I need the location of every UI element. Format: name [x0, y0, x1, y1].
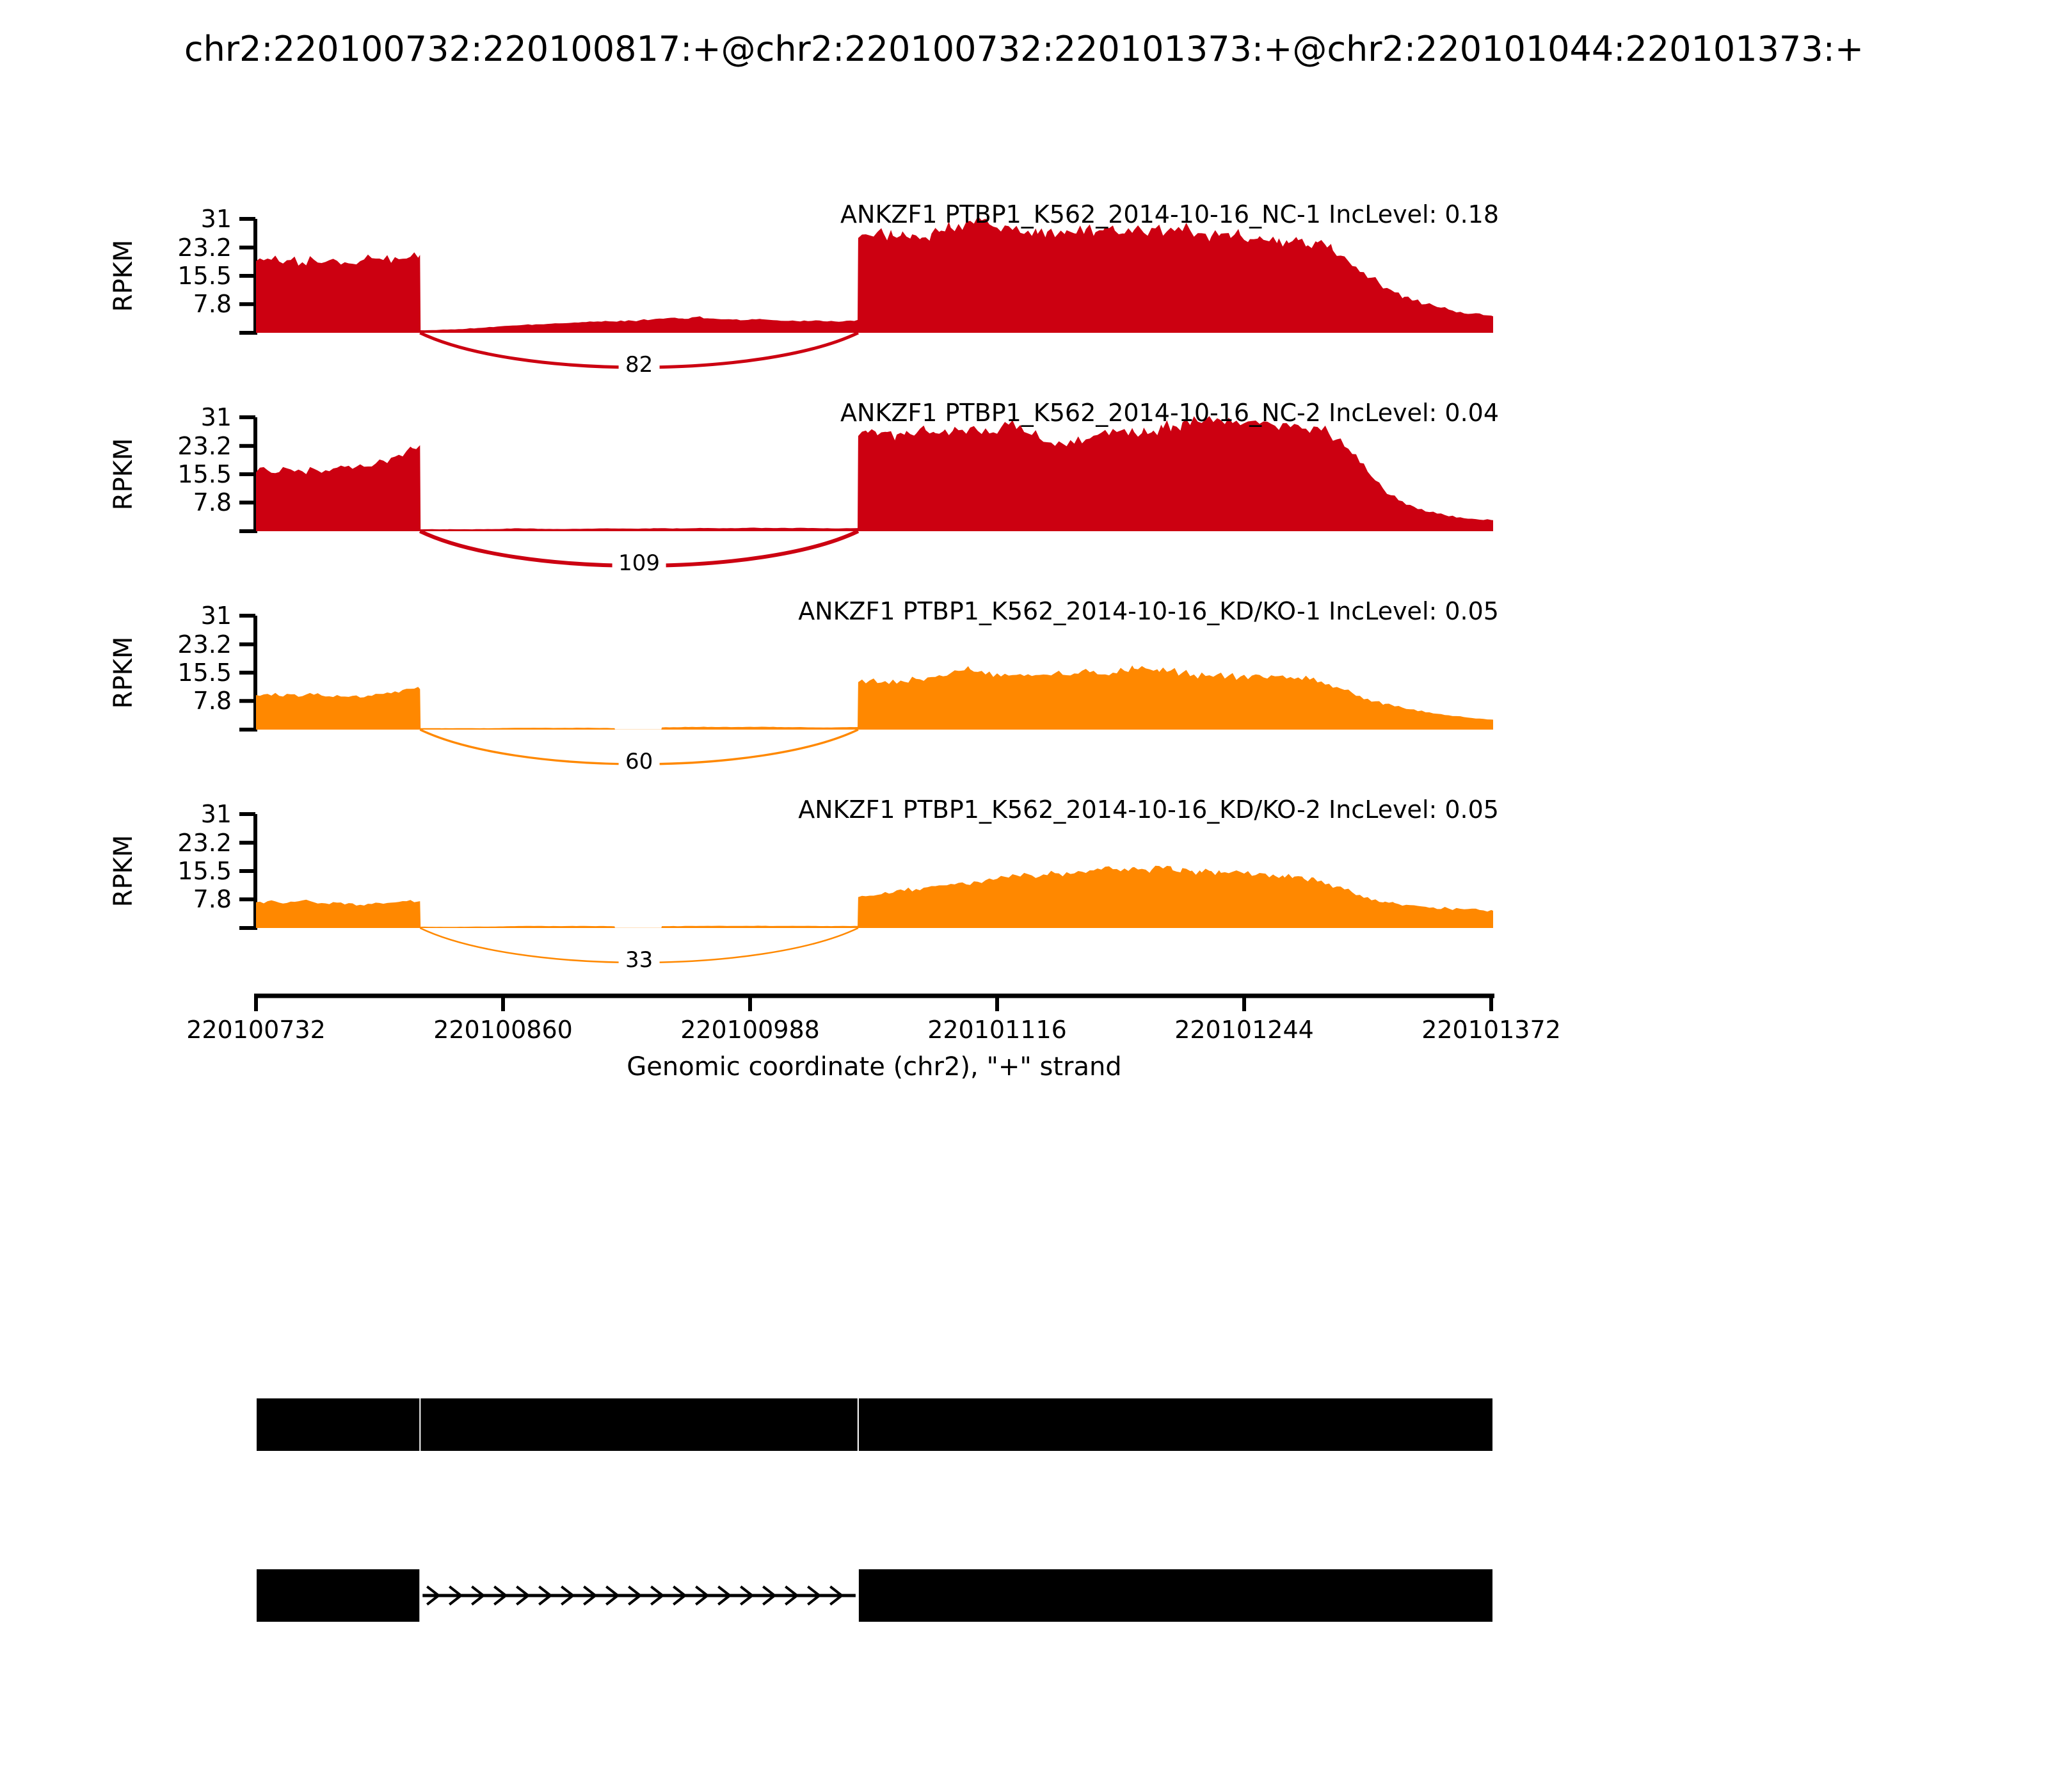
- track-label: ANKZF1 PTBP1_K562_2014-10-16_KD/KO-2 Inc…: [798, 796, 1499, 824]
- track-4: 7.815.523.231 RPKM 33 ANKZF1 PTBP1_K562_201…: [109, 796, 1499, 973]
- transcript-exon: [420, 1398, 858, 1451]
- junction-count-label: 33: [625, 947, 653, 973]
- y-tick-label: 15.5: [177, 857, 232, 885]
- transcript-exon: [257, 1398, 420, 1451]
- junction-count-label: 82: [625, 352, 653, 378]
- track-1: 7.815.523.231 RPKM 82 ANKZF1 PTBP1_K562_201…: [109, 200, 1499, 378]
- y-tick-label: 7.8: [193, 687, 232, 715]
- intron-arrow-chevron: [762, 1585, 777, 1606]
- x-tick-label: 220101116: [927, 1016, 1067, 1044]
- y-tick-label: 23.2: [177, 234, 232, 262]
- intron-arrow-chevron: [785, 1585, 799, 1606]
- x-tick-label: 220101372: [1421, 1016, 1561, 1044]
- coverage-area: [256, 865, 1493, 928]
- gene-models: [257, 1398, 1492, 1622]
- x-tick-label: 220100732: [186, 1016, 326, 1044]
- y-axis-label: RPKM: [109, 240, 138, 312]
- intron-arrow-chevron: [516, 1585, 531, 1606]
- y-tick-label: 15.5: [177, 262, 232, 290]
- y-tick-label: 7.8: [193, 488, 232, 516]
- y-tick-label: 23.2: [177, 829, 232, 857]
- track-label: ANKZF1 PTBP1_K562_2014-10-16_KD/KO-1 Inc…: [798, 597, 1499, 625]
- junction-count-bg: [618, 349, 660, 376]
- intron-arrow-chevron: [807, 1585, 822, 1606]
- transcript-2: [257, 1569, 1492, 1622]
- junction-count-bg: [618, 945, 660, 972]
- track-2: 7.815.523.231 RPKM 109 ANKZF1 PTBP1_K562_20…: [109, 399, 1499, 576]
- junction-count-bg: [618, 746, 660, 773]
- junction-count-bg: [612, 548, 666, 575]
- intron-arrow-chevron: [650, 1585, 665, 1606]
- y-tick-label: 31: [201, 602, 232, 630]
- track-label: ANKZF1 PTBP1_K562_2014-10-16_NC-1 IncLev…: [840, 200, 1499, 228]
- y-tick-label: 31: [201, 403, 232, 431]
- intron-arrow-chevron: [493, 1585, 508, 1606]
- intron-arrow-chevron: [829, 1585, 844, 1606]
- y-tick-label: 7.8: [193, 290, 232, 318]
- transcript-1: [257, 1398, 1492, 1451]
- x-axis-title: Genomic coordinate (chr2), "+" strand: [627, 1052, 1121, 1082]
- x-tick-label: 220101244: [1174, 1016, 1314, 1044]
- x-tick-label: 220100860: [433, 1016, 573, 1044]
- junction-count-label: 60: [625, 749, 653, 774]
- transcript-exon: [858, 1398, 1492, 1451]
- y-tick-label: 15.5: [177, 659, 232, 687]
- track-3: 7.815.523.231 RPKM 60 ANKZF1 PTBP1_K562_201…: [109, 597, 1499, 774]
- y-axis-label: RPKM: [109, 637, 138, 709]
- junction-count-label: 109: [618, 550, 660, 576]
- plot-title: chr2:220100732:220100817:+@chr2:22010073…: [184, 29, 1864, 69]
- x-axis: Genomic coordinate (chr2), "+" strand 22…: [186, 993, 1561, 1082]
- intron-arrow-chevron: [561, 1585, 575, 1606]
- intron-arrow-chevron: [673, 1585, 687, 1606]
- intron-arrow-chevron: [717, 1585, 732, 1606]
- y-tick-label: 23.2: [177, 630, 232, 659]
- coverage-area: [256, 665, 1493, 730]
- intron-arrow-chevron: [695, 1585, 710, 1606]
- y-axis-label: RPKM: [109, 835, 138, 908]
- intron-arrow-chevron: [628, 1585, 643, 1606]
- y-axis-label: RPKM: [109, 438, 138, 511]
- intron-arrow-chevron: [605, 1585, 620, 1606]
- y-tick-label: 31: [201, 800, 232, 828]
- intron-arrow-chevron: [471, 1585, 486, 1606]
- intron-arrow-chevron: [583, 1585, 598, 1606]
- y-tick-label: 23.2: [177, 432, 232, 460]
- intron-arrow-chevron: [426, 1585, 441, 1606]
- y-tick-label: 7.8: [193, 885, 232, 913]
- intron-arrow-chevron: [449, 1585, 463, 1606]
- transcript-exon: [858, 1569, 1492, 1622]
- track-label: ANKZF1 PTBP1_K562_2014-10-16_NC-2 IncLev…: [840, 399, 1499, 427]
- x-tick-label: 220100988: [680, 1016, 820, 1044]
- coverage-area: [256, 416, 1493, 531]
- y-tick-label: 15.5: [177, 460, 232, 488]
- y-tick-label: 31: [201, 205, 232, 233]
- intron-arrow-chevron: [740, 1585, 755, 1606]
- coverage-area: [256, 216, 1493, 333]
- transcript-exon: [257, 1569, 420, 1622]
- intron-arrow-chevron: [538, 1585, 553, 1606]
